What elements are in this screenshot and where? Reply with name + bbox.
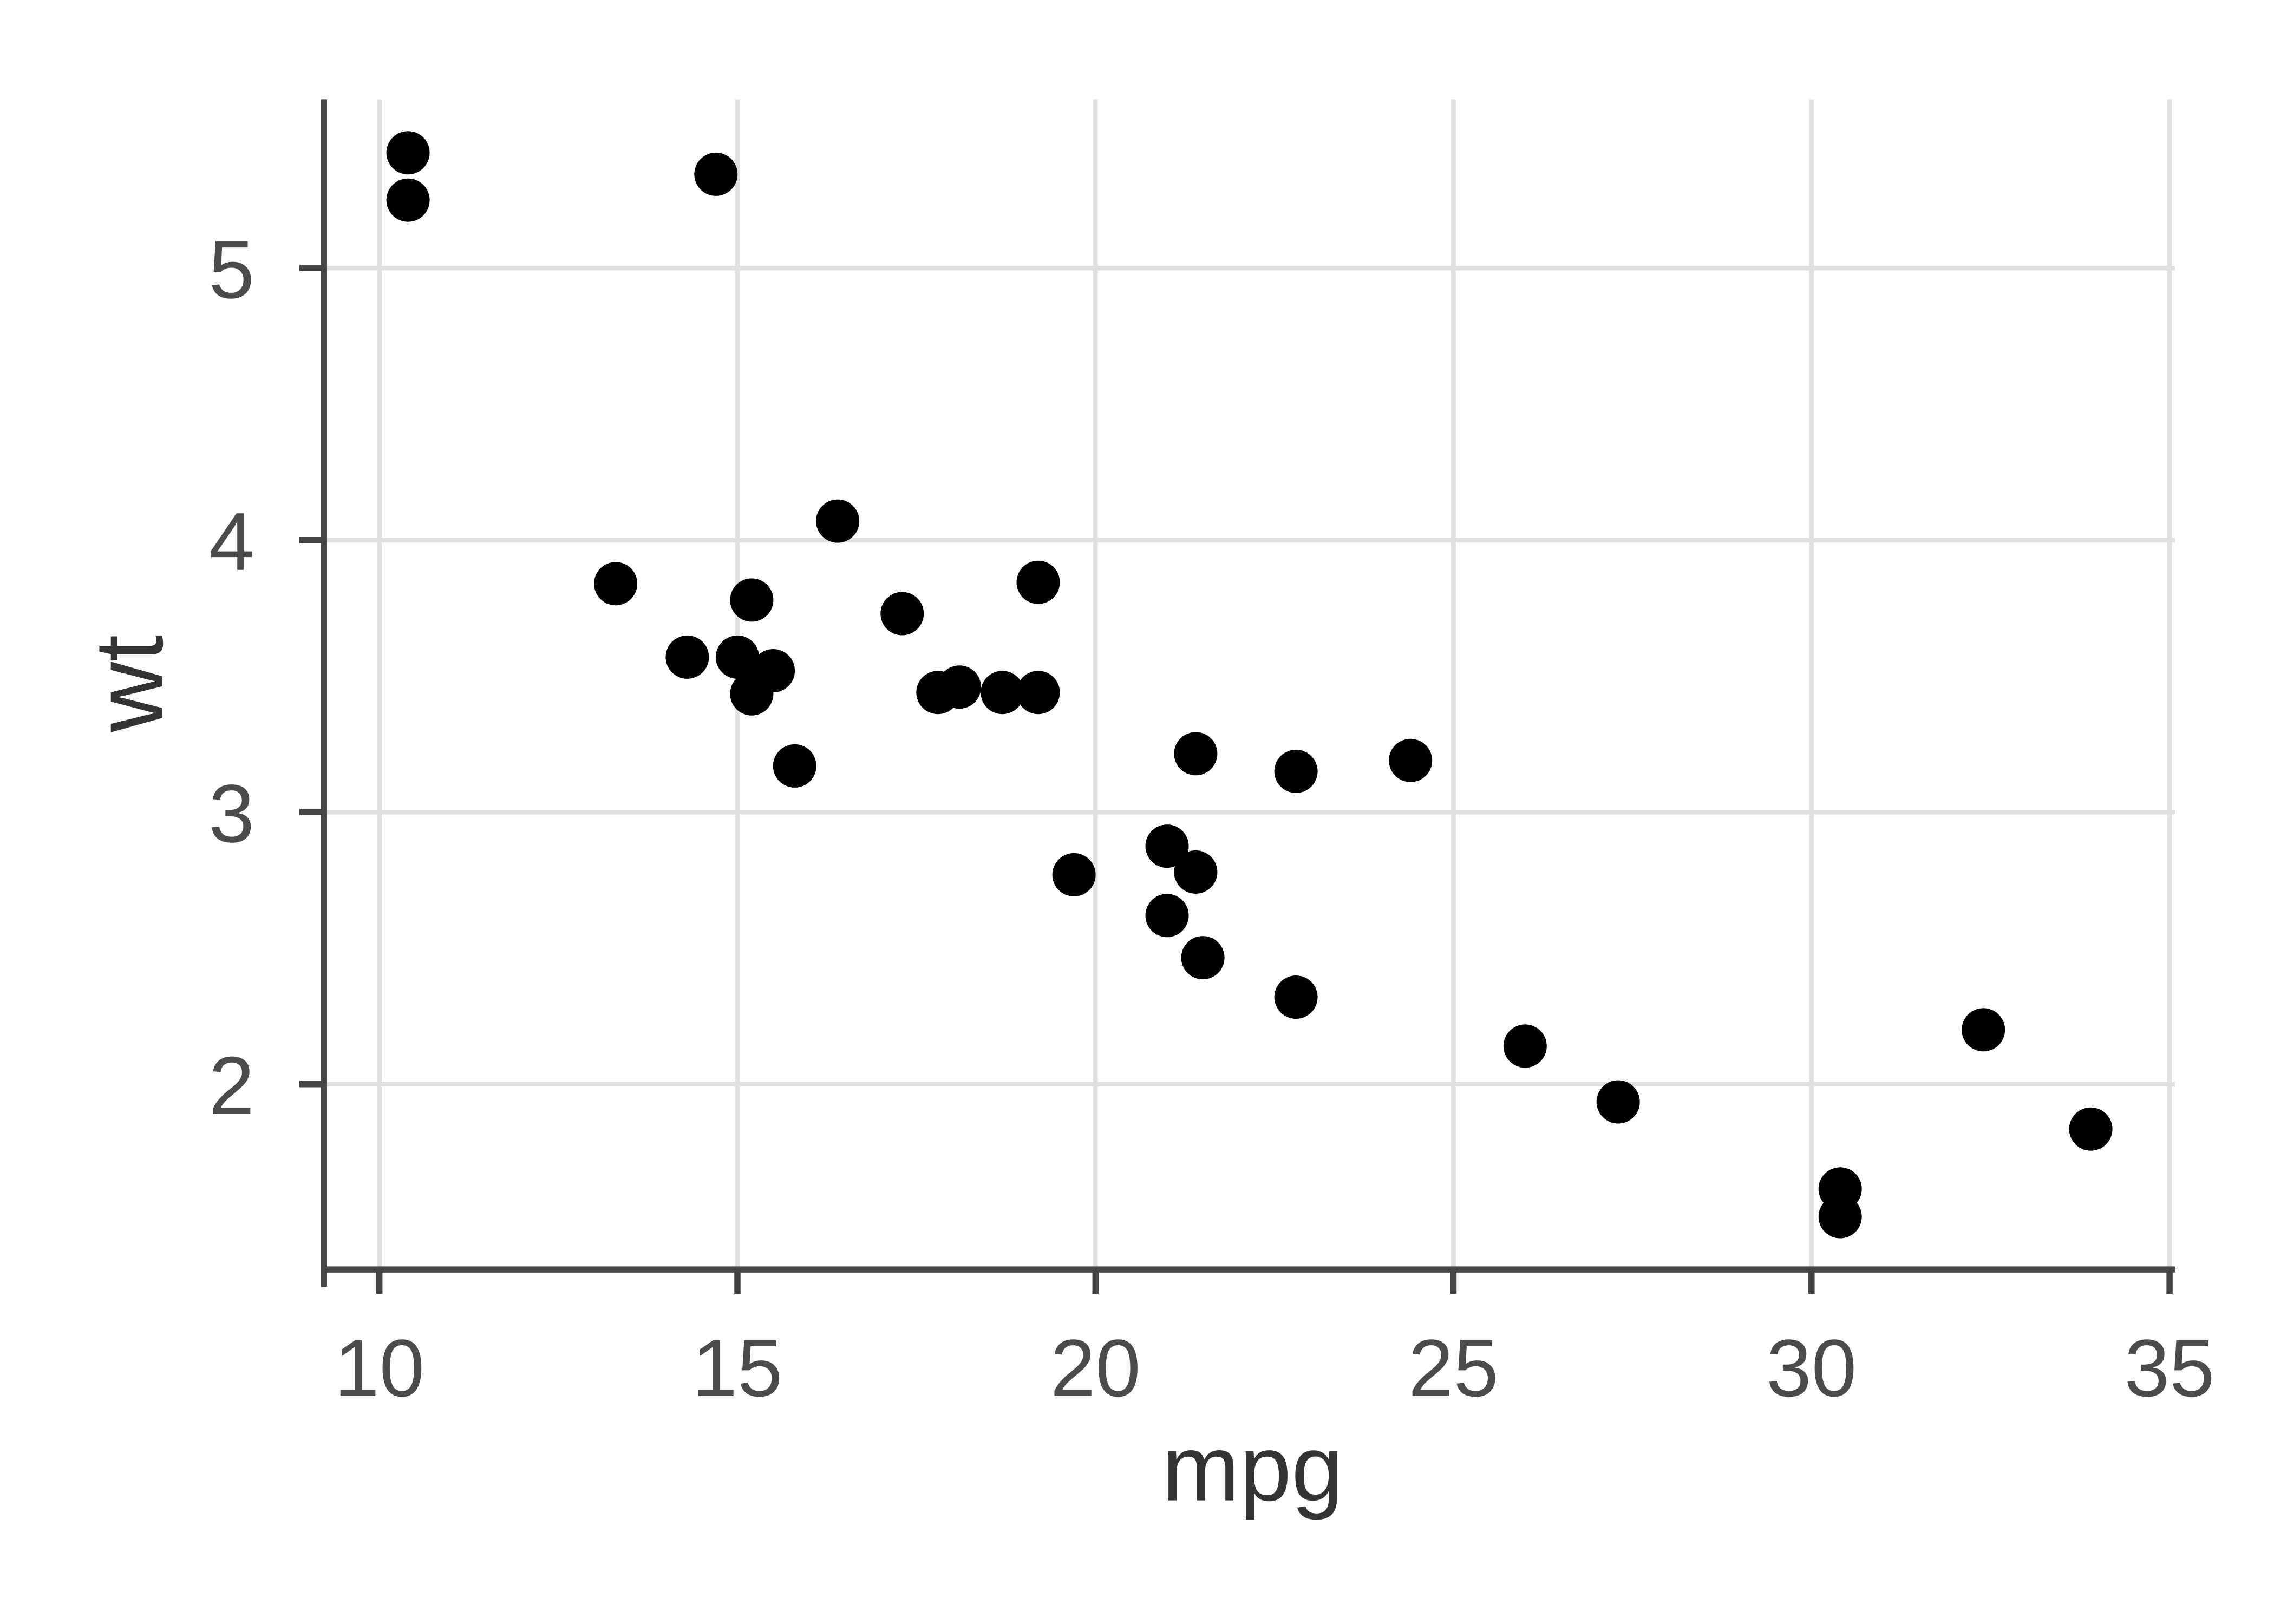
svg-text:2: 2 bbox=[208, 1040, 254, 1132]
svg-text:30: 30 bbox=[1766, 1322, 1857, 1413]
svg-text:5: 5 bbox=[208, 224, 254, 316]
svg-text:4: 4 bbox=[208, 496, 254, 588]
svg-text:wt: wt bbox=[75, 635, 184, 733]
svg-text:15: 15 bbox=[692, 1322, 783, 1413]
svg-text:20: 20 bbox=[1050, 1322, 1141, 1413]
svg-text:25: 25 bbox=[1408, 1322, 1499, 1413]
svg-text:mpg: mpg bbox=[1162, 1417, 1343, 1521]
svg-text:35: 35 bbox=[2125, 1322, 2215, 1413]
svg-text:3: 3 bbox=[208, 768, 254, 860]
svg-text:10: 10 bbox=[334, 1322, 424, 1413]
